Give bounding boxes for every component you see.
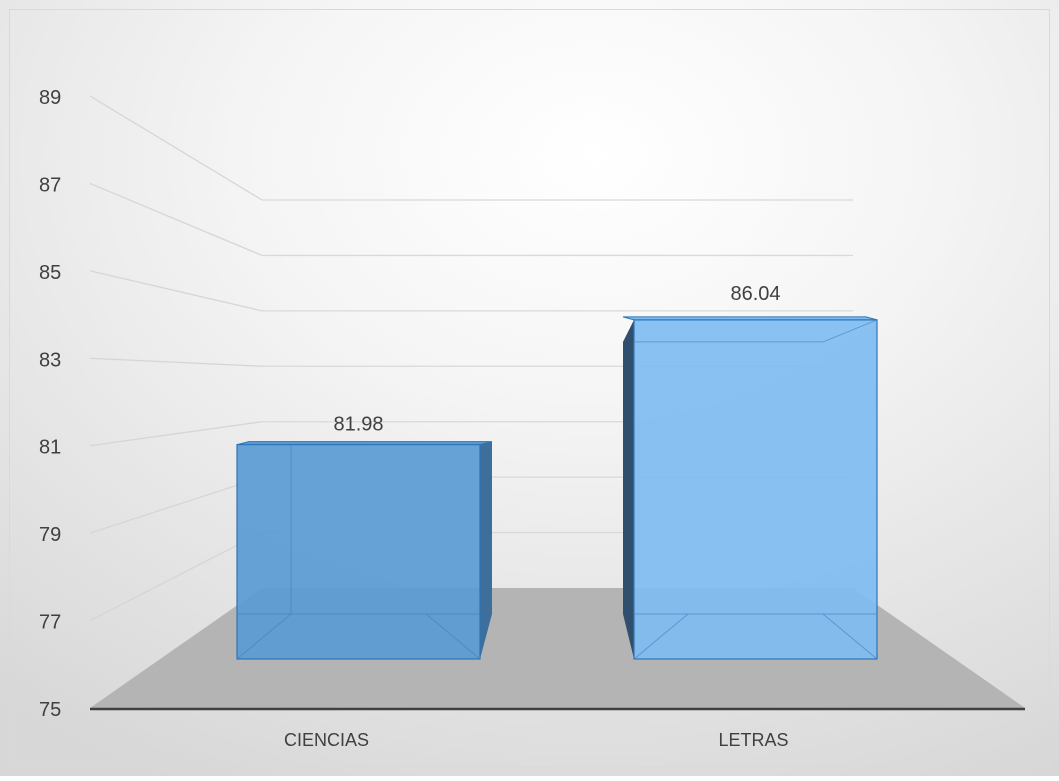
gridline-side xyxy=(89,531,263,622)
bar-inner-edge xyxy=(425,613,481,660)
gridline-side xyxy=(89,95,263,201)
y-tick-label: 83 xyxy=(39,349,61,371)
bar-inner-edge xyxy=(822,613,878,660)
bar-inner-edge xyxy=(822,319,878,343)
data-labels: 81.98 86.04 xyxy=(333,283,780,436)
gridline-side xyxy=(89,357,263,367)
x-tick-label-ciencias: CIENCIAS xyxy=(284,730,369,750)
gridline-side xyxy=(89,270,263,312)
y-tick-label: 87 xyxy=(39,174,61,196)
bar-ciencias xyxy=(236,441,493,660)
x-tick-label-letras: LETRAS xyxy=(718,730,788,750)
bar-letras xyxy=(622,316,878,660)
gridline-side xyxy=(89,421,263,447)
data-label-ciencias: 81.98 xyxy=(333,414,383,436)
y-tick-label: 85 xyxy=(39,262,61,284)
y-tick-label: 81 xyxy=(39,437,61,459)
x-tick-labels: CIENCIAS LETRAS xyxy=(284,730,789,750)
y-tick-label: 89 xyxy=(39,87,61,109)
y-tick-label: 79 xyxy=(39,524,61,546)
bar-inner-edge xyxy=(633,613,689,660)
gridline-side xyxy=(89,476,263,534)
bar-front-face xyxy=(236,444,481,660)
bars xyxy=(236,316,878,660)
data-label-letras: 86.04 xyxy=(730,283,780,305)
bar-side-face xyxy=(623,319,634,659)
chart-border xyxy=(9,9,1050,767)
y-tick-labels: 75 77 79 81 83 85 87 89 xyxy=(39,87,61,721)
y-tick-label: 75 xyxy=(39,699,61,721)
gridline-side xyxy=(89,182,263,257)
bar-inner-edge xyxy=(236,613,292,660)
y-tick-label: 77 xyxy=(39,612,61,634)
bar-side-face xyxy=(480,441,492,659)
bar-front-face xyxy=(633,319,878,660)
